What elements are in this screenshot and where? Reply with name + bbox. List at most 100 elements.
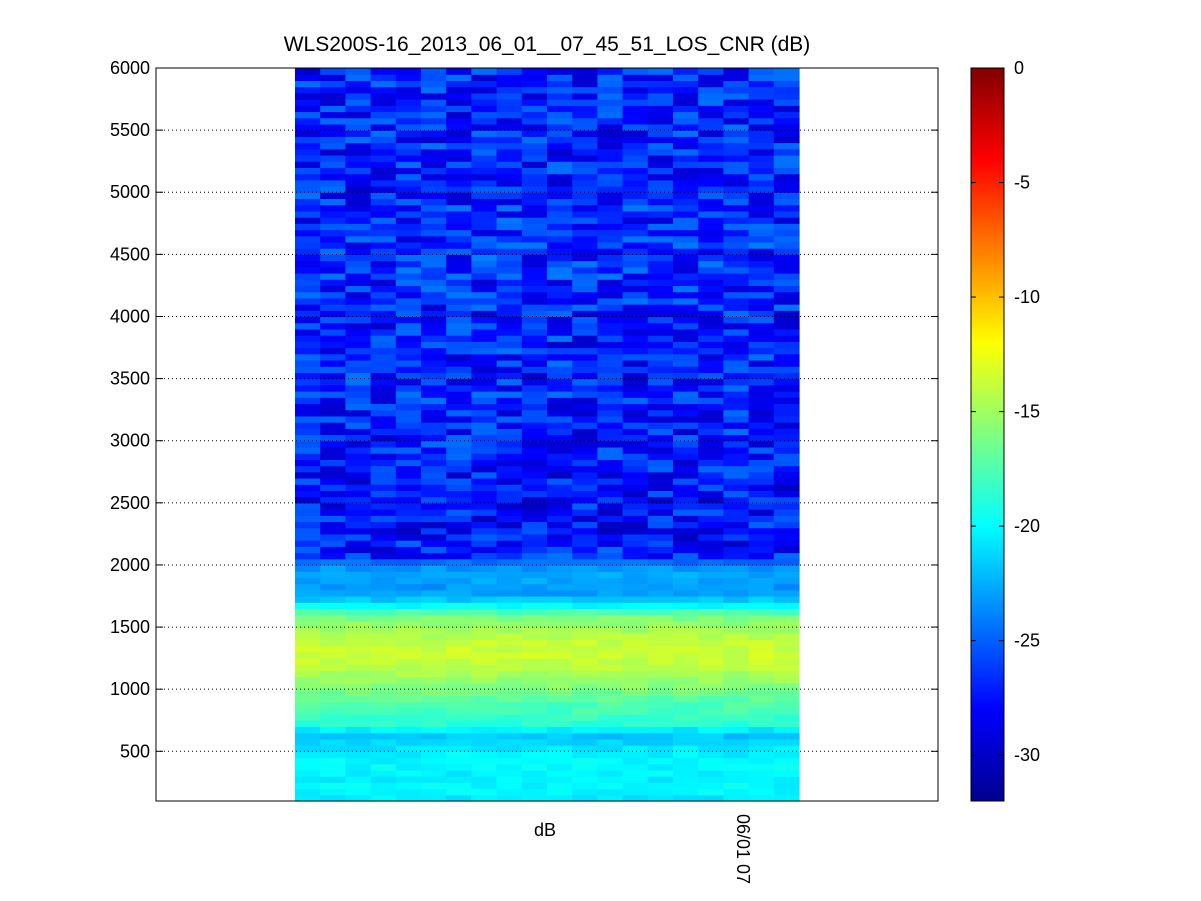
heatmap-cell <box>295 192 321 200</box>
heatmap-cell <box>395 782 422 790</box>
heatmap-cell <box>647 502 674 510</box>
heatmap-cell <box>370 254 397 262</box>
heatmap-cell <box>521 179 548 187</box>
heatmap-cell <box>370 173 397 181</box>
heatmap-cell <box>345 428 372 436</box>
heatmap-cell <box>723 198 750 206</box>
heatmap-cell <box>471 229 498 237</box>
heatmap-cell <box>597 136 624 144</box>
heatmap-cell <box>370 596 397 603</box>
heatmap-cell <box>673 415 699 423</box>
heatmap-cell <box>295 204 321 212</box>
y-tick-label: 6000 <box>110 58 150 78</box>
heatmap-cell <box>320 397 346 405</box>
heatmap-cell <box>496 502 523 510</box>
heatmap-cell <box>320 769 346 777</box>
heatmap-cell <box>320 490 346 498</box>
heatmap-cell <box>723 210 750 218</box>
heatmap-cell <box>748 285 775 293</box>
heatmap-cell <box>698 272 724 280</box>
heatmap-cell <box>773 142 800 150</box>
heatmap-cell <box>395 68 422 75</box>
heatmap-cell <box>723 415 750 423</box>
heatmap-cell <box>295 515 321 523</box>
heatmap-cell <box>723 620 750 628</box>
heatmap-cell <box>421 496 447 504</box>
heatmap-cell <box>673 241 699 249</box>
heatmap-cell <box>320 105 346 113</box>
heatmap-cell <box>345 589 372 597</box>
heatmap-cell <box>698 658 724 665</box>
heatmap-cell <box>572 776 598 783</box>
heatmap-cell <box>647 130 674 137</box>
heatmap-cell <box>597 521 624 529</box>
heatmap-cell <box>773 428 800 436</box>
heatmap-cell <box>647 378 674 386</box>
heatmap-cell <box>597 577 624 585</box>
heatmap-cell <box>748 397 775 405</box>
heatmap-cell <box>496 633 523 641</box>
heatmap-cell <box>572 68 598 75</box>
heatmap-cell <box>446 720 472 728</box>
heatmap-cell <box>698 279 724 287</box>
heatmap-cell <box>295 154 321 162</box>
heatmap-cell <box>295 359 321 367</box>
heatmap-cell <box>723 92 750 100</box>
heatmap-cell <box>673 279 699 287</box>
heatmap-cell <box>521 304 548 311</box>
heatmap-cell <box>748 602 775 610</box>
heatmap-cell <box>748 732 775 740</box>
heatmap-cell <box>370 322 397 330</box>
heatmap-cell <box>496 148 523 156</box>
heatmap-cell <box>320 204 346 212</box>
heatmap-cell <box>647 670 674 678</box>
heatmap-cell <box>295 682 321 690</box>
heatmap-cell <box>597 620 624 628</box>
heatmap-cell <box>698 397 724 405</box>
heatmap-cell <box>773 335 800 342</box>
heatmap-cell <box>622 254 649 262</box>
heatmap-cell <box>345 477 372 485</box>
heatmap-cell <box>673 304 699 311</box>
heatmap-cell <box>723 732 750 740</box>
heatmap-cell <box>295 179 321 187</box>
heatmap-cell <box>471 627 498 634</box>
heatmap-cell <box>295 714 321 721</box>
heatmap-cell <box>572 726 598 734</box>
heatmap-cell <box>521 322 548 330</box>
heatmap-cell <box>471 670 498 678</box>
heatmap-cell <box>521 589 548 597</box>
heatmap-cell <box>370 378 397 386</box>
heatmap-cell <box>521 397 548 405</box>
heatmap-cell <box>471 540 498 547</box>
heatmap-cell <box>295 471 321 479</box>
heatmap-cell <box>446 241 472 249</box>
heatmap-cell <box>597 658 624 665</box>
heatmap-cell <box>723 391 750 398</box>
heatmap-cell <box>748 608 775 616</box>
heatmap-cell <box>521 583 548 591</box>
heatmap-cell <box>773 490 800 498</box>
heatmap-cell <box>673 74 699 82</box>
heatmap-cell <box>471 695 498 703</box>
heatmap-cell <box>673 701 699 709</box>
heatmap-cell <box>345 502 372 510</box>
heatmap-cell <box>345 453 372 460</box>
heatmap-cell <box>647 527 674 535</box>
heatmap-cell <box>521 564 548 572</box>
heatmap-cell <box>421 738 447 746</box>
heatmap-cell <box>446 192 472 200</box>
heatmap-cell <box>446 210 472 218</box>
heatmap-cell <box>622 540 649 547</box>
heatmap-cell <box>673 540 699 547</box>
heatmap-cell <box>496 664 523 672</box>
heatmap-cell <box>521 440 548 448</box>
heatmap-cell <box>521 751 548 759</box>
heatmap-cell <box>345 260 372 268</box>
heatmap-cell <box>673 328 699 336</box>
heatmap-cell <box>547 664 573 672</box>
heatmap-cell <box>597 353 624 361</box>
heatmap-cell <box>395 745 422 752</box>
heatmap-cell <box>421 459 447 467</box>
heatmap-cell <box>748 297 775 305</box>
